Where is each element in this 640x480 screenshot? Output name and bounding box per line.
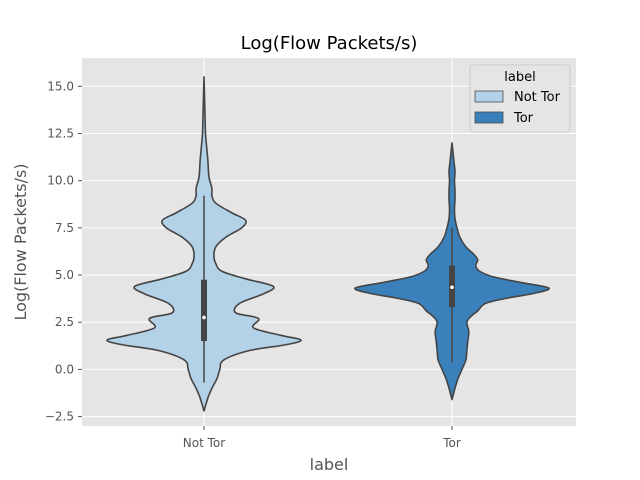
x-tick-label: Tor (442, 436, 461, 450)
y-tick-label: 5.0 (55, 268, 74, 282)
legend-title: label (504, 70, 535, 85)
median-marker-not-tor (202, 315, 206, 320)
legend-entry-tor: Tor (513, 111, 534, 126)
x-tick-label: Not Tor (183, 436, 225, 450)
iqr-box-not-tor (201, 279, 207, 342)
y-tick-label: 2.5 (55, 315, 74, 329)
legend-entry-not-tor: Not Tor (514, 90, 561, 105)
y-tick-label: 7.5 (55, 221, 74, 235)
chart-title: Log(Flow Packets/s) (241, 33, 418, 54)
violins (106, 76, 550, 412)
y-tick-label: −2.5 (45, 410, 74, 424)
x-axis-ticks: Not Tor Tor (183, 426, 461, 450)
legend: label Not Tor Tor (469, 64, 571, 133)
median-marker-tor (450, 285, 454, 290)
y-axis-label: Log(Flow Packets/s) (11, 163, 30, 320)
legend-swatch-not-tor (474, 90, 504, 103)
y-tick-label: 0.0 (55, 362, 74, 376)
x-axis-label: label (310, 455, 349, 474)
y-tick-label: 15.0 (47, 79, 74, 93)
legend-swatch-tor (474, 111, 504, 124)
y-tick-label: 10.0 (47, 174, 74, 188)
y-axis-ticks: −2.5 0.0 2.5 5.0 7.5 10.0 12.5 15.0 (45, 79, 82, 424)
y-tick-label: 12.5 (47, 126, 74, 140)
